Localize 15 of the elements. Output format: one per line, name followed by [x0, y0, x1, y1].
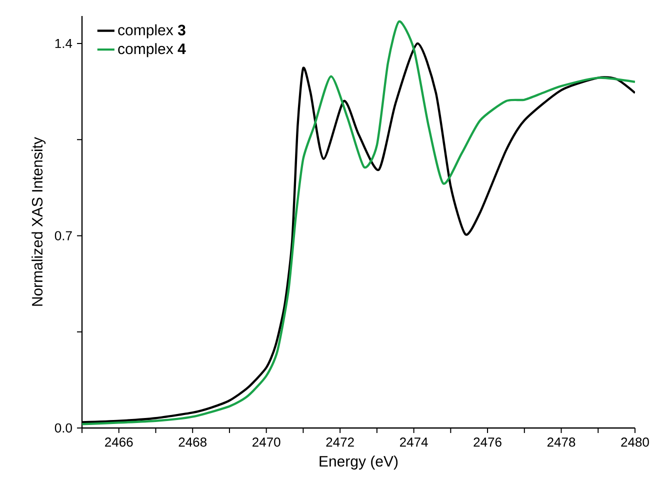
x-tick-label: 2470 [252, 438, 280, 447]
x-tick-label: 2478 [547, 438, 576, 447]
legend-label: complex 3 [118, 24, 186, 38]
x-tick-label: 2476 [474, 438, 502, 447]
x-axis-title: Energy (eV) [320, 456, 398, 470]
x-tick-label: 2474 [400, 438, 428, 447]
legend-label: complex 4 [118, 43, 186, 58]
y-tick-label: 1.4 [55, 38, 72, 48]
x-tick-label: 2466 [105, 438, 133, 447]
y-axis-title: Normalized XAS Intensity [32, 137, 46, 306]
x-tick-label: 2472 [326, 438, 354, 447]
y-tick-label: 0.7 [54, 231, 72, 240]
y-tick-label: 0.0 [54, 423, 72, 433]
x-tick-label: 2480 [621, 438, 649, 447]
x-tick-label: 2468 [178, 438, 206, 447]
